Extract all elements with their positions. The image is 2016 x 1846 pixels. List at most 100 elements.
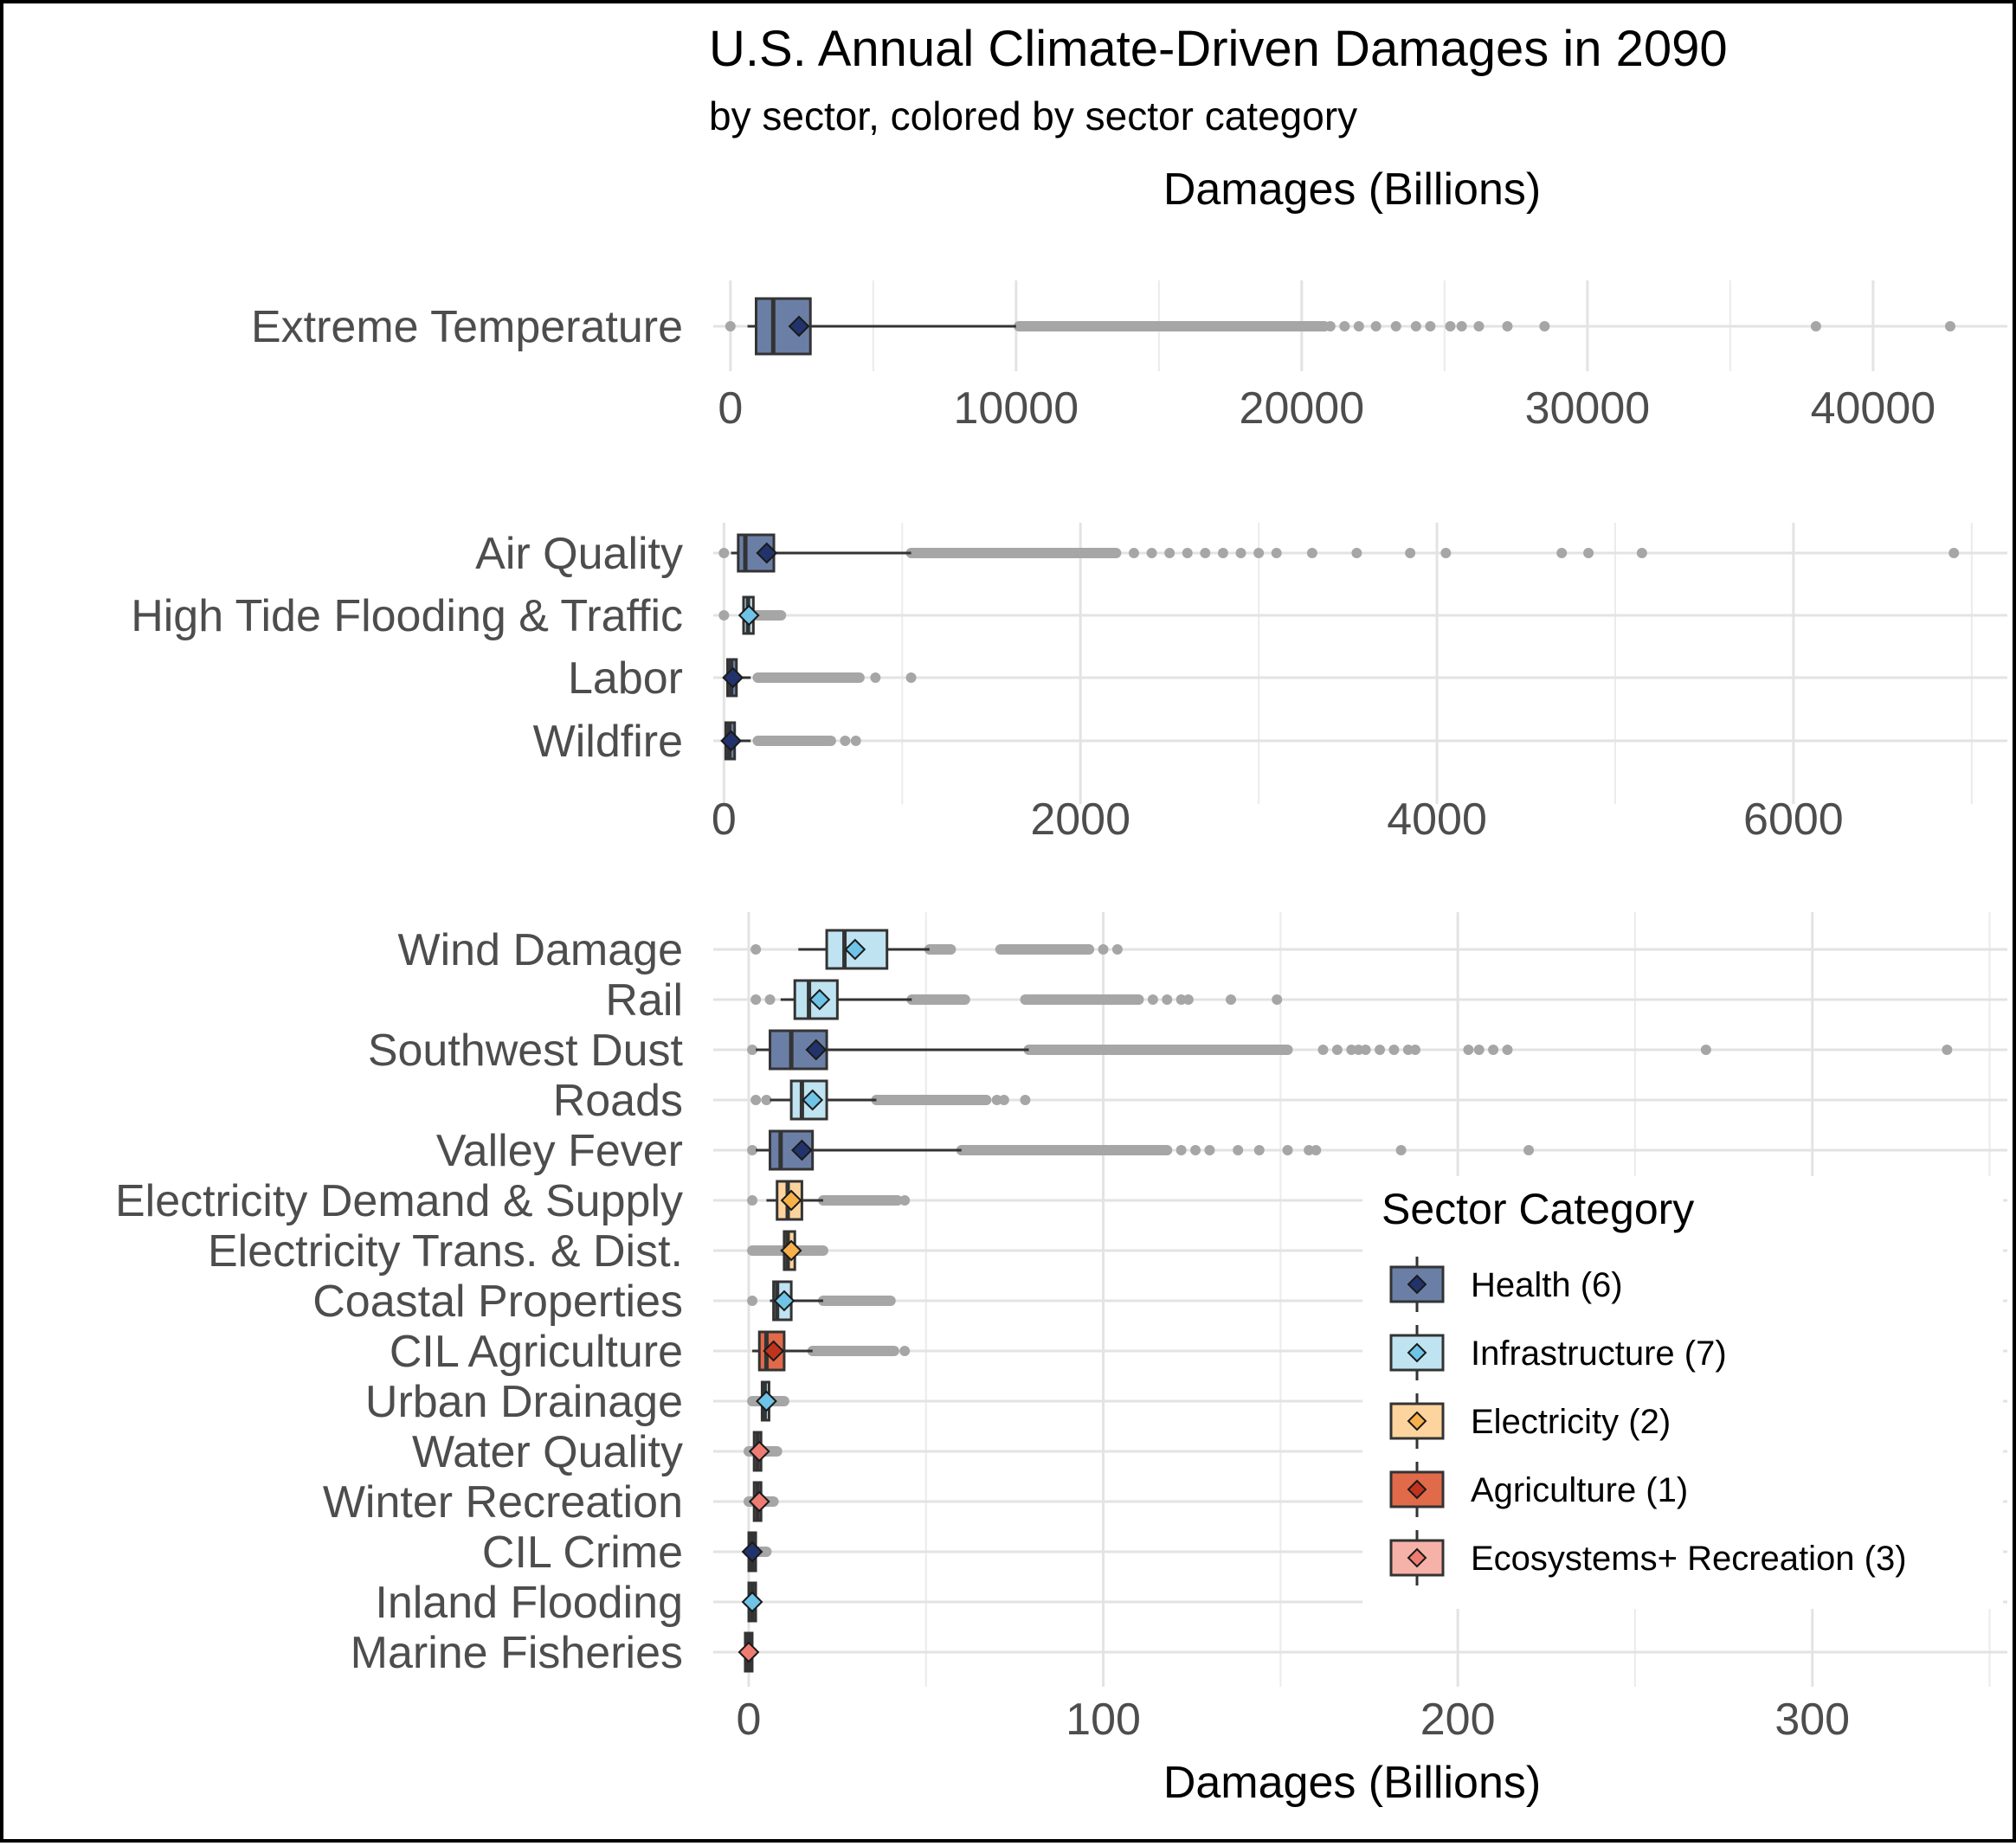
sector-electricity-demand-supply: Electricity Demand & Supply [115,1176,911,1226]
sector-coastal-properties: Coastal Properties [312,1277,896,1327]
legend-label: Health (6) [1471,1266,1623,1304]
outlier-point [1523,1145,1535,1155]
sector-cil-crime: CIL Crime [482,1528,772,1578]
mean-marker [741,1591,763,1613]
outlier-point [1339,321,1350,331]
mean-marker [790,1139,813,1161]
outlier-point [1944,321,1955,331]
sector-winter-recreation: Winter Recreation [323,1477,779,1528]
x-tick-label: 6000 [1743,794,1844,845]
outlier-point [747,1195,758,1206]
legend-title: Sector Category [1382,1185,1694,1233]
mean-marker [773,1290,795,1312]
panel-2: 0 2000 4000 6000 Air Quality High Tide Floodi… [131,523,2007,845]
mean-marker [737,604,760,627]
sector-water-quality: Water Quality [412,1427,783,1477]
outlier-point [725,321,736,331]
sector-label: Extreme Temperature [251,302,683,352]
sector-extreme-temperature: Extreme Temperature [251,297,1955,356]
mean-marker [802,1089,824,1111]
outlier-point [1164,548,1175,558]
outlier-point [761,1095,772,1105]
mean-marker [748,1490,770,1513]
outlier-point [840,736,851,746]
outlier-point [1502,1045,1513,1055]
legend-key-marker [1407,1342,1427,1363]
outlier-point [1272,994,1283,1005]
outlier-point [1583,548,1594,558]
outlier-point [1226,994,1236,1005]
x-tick-label: 4000 [1387,794,1487,845]
sector-roads: Roads [553,1076,1031,1126]
sector-urban-drainage: Urban Drainage [365,1377,789,1427]
outlier-point [1810,321,1821,331]
outlier-point [750,1095,762,1105]
x-tick-label: 2000 [1030,794,1130,845]
x-axis-title-top: Damages (Billions) [1163,164,1541,215]
outlier-point [1182,548,1193,558]
sector-label: CIL Crime [482,1528,683,1578]
mean-marker [780,1239,802,1262]
x-tick-label: 10000 [954,383,1079,434]
legend-background [1362,1176,2003,1609]
outlier-point [1146,548,1157,558]
sector-label: Southwest Dust [368,1026,684,1076]
legend: Sector Category Health (6) Infrastructure … [1362,1176,2003,1609]
mean-marker [808,988,831,1011]
chart-subtitle: by sector, colored by sector category [709,93,1357,138]
x-tick-label: 40000 [1811,383,1936,434]
chart-title: U.S. Annual Climate-Driven Damages in 20… [709,21,1728,77]
outlier-point [1445,321,1456,331]
outlier-point [1370,321,1382,331]
mean-marker [737,1641,760,1663]
outlier-point [1390,321,1401,331]
panel-1: 0 10000 20000 30000 40000 Extreme Temperature [251,280,2007,434]
mean-marker [844,938,866,961]
outlier-point [718,548,730,558]
outlier-point [1473,1045,1485,1055]
outlier-point [1182,994,1194,1005]
sector-label: Electricity Trans. & Dist. [208,1226,683,1277]
mean-marker [763,1340,785,1362]
legend-item-infrastructure: Infrastructure (7) [1389,1325,1727,1380]
x-tick-label: 20000 [1240,383,1365,434]
mean-marker [756,1390,777,1412]
outlier-point [1175,1145,1187,1155]
outlier-point [1395,1145,1407,1155]
sector-label: Urban Drainage [365,1377,683,1427]
outlier-point [870,672,881,683]
outlier-point [1463,1045,1474,1055]
outlier-point [1282,1145,1293,1155]
sector-southwest-dust: Southwest Dust [368,1026,1953,1076]
outlier-point [1147,994,1158,1005]
x-tick-label: 300 [1774,1695,1850,1745]
outlier-point [1253,548,1265,558]
legend-label: Ecosystems+ Recreation (3) [1471,1540,1907,1578]
outlier-point [1410,321,1421,331]
legend-key-marker [1407,1547,1427,1568]
legend-label: Electricity (2) [1471,1403,1671,1441]
legend-label: Infrastructure (7) [1471,1335,1727,1373]
outlier-point [1556,548,1568,558]
legend-key-marker [1407,1479,1427,1500]
outlier-point [1162,994,1173,1005]
sector-label: Coastal Properties [312,1277,683,1327]
sector-inland-flooding: Inland Flooding [375,1578,763,1628]
sector-label: Roads [553,1076,683,1126]
climate-damages-chart: U.S. Annual Climate-Driven Damages in 20… [115,21,2007,1808]
sector-rail: Rail [605,975,1283,1026]
outlier-point [1405,548,1416,558]
mean-marker [805,1039,828,1061]
outlier-point [998,1095,1009,1105]
outlier-point [1253,1145,1265,1155]
outlier-point [747,1296,758,1306]
outlier-point [1502,321,1513,331]
outlier-point [1948,548,1960,558]
sector-marine-fisheries: Marine Fisheries [351,1628,760,1678]
outlier-point [905,672,917,683]
outlier-point [1539,321,1550,331]
outlier-point [1271,548,1282,558]
outlier-point [1351,548,1362,558]
outlier-point [1128,548,1139,558]
